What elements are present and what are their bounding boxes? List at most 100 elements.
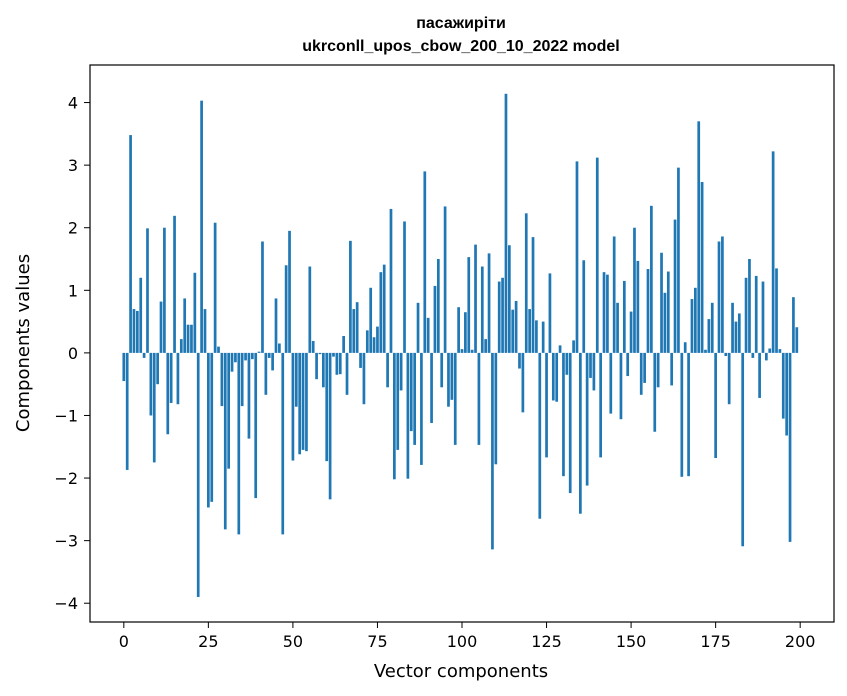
bar bbox=[792, 297, 795, 353]
bar bbox=[602, 272, 606, 353]
bar bbox=[213, 222, 217, 353]
bar bbox=[457, 307, 460, 353]
bar bbox=[646, 269, 650, 353]
bar bbox=[731, 302, 734, 353]
bar bbox=[565, 352, 569, 375]
bar bbox=[305, 352, 308, 452]
bar bbox=[234, 352, 237, 363]
x-tick-label: 50 bbox=[283, 632, 303, 651]
bar bbox=[639, 352, 643, 395]
bar bbox=[423, 171, 427, 353]
bar bbox=[663, 292, 667, 353]
bar bbox=[487, 253, 491, 353]
bar bbox=[179, 339, 183, 353]
bar bbox=[342, 335, 345, 353]
bar bbox=[403, 221, 406, 353]
bar bbox=[240, 352, 244, 407]
bar bbox=[484, 339, 488, 353]
bar bbox=[741, 352, 745, 547]
bar bbox=[149, 352, 153, 416]
bar bbox=[183, 298, 187, 353]
bar bbox=[612, 236, 616, 353]
bar bbox=[700, 182, 704, 353]
bar bbox=[626, 352, 630, 377]
bar bbox=[399, 352, 403, 391]
bar bbox=[156, 352, 159, 385]
x-tick-label: 100 bbox=[447, 632, 478, 651]
bar bbox=[125, 352, 129, 470]
bar bbox=[758, 352, 761, 398]
bar bbox=[504, 93, 508, 353]
bar bbox=[409, 352, 413, 432]
bar bbox=[210, 352, 214, 502]
bar bbox=[592, 352, 596, 391]
bar bbox=[464, 312, 467, 353]
bar bbox=[727, 352, 731, 405]
bar bbox=[480, 266, 484, 353]
bar bbox=[765, 352, 768, 361]
bar bbox=[710, 302, 714, 353]
bar bbox=[531, 237, 535, 353]
bar bbox=[579, 352, 582, 514]
bar bbox=[683, 342, 687, 353]
bar bbox=[247, 352, 251, 439]
x-tick-label: 0 bbox=[119, 632, 129, 651]
bar bbox=[196, 352, 200, 597]
bar bbox=[501, 277, 504, 353]
bar bbox=[609, 352, 613, 414]
bar bbox=[359, 352, 362, 368]
bar bbox=[379, 272, 383, 353]
bar bbox=[680, 352, 684, 477]
bar bbox=[139, 277, 143, 353]
bar bbox=[518, 352, 521, 369]
bar bbox=[575, 161, 579, 353]
bar bbox=[315, 352, 318, 380]
bar bbox=[528, 309, 531, 353]
bar bbox=[572, 340, 575, 353]
bar bbox=[227, 352, 231, 469]
bar bbox=[737, 313, 741, 353]
bar bbox=[433, 285, 437, 353]
bar bbox=[244, 352, 247, 361]
x-tick-label: 200 bbox=[785, 632, 816, 651]
chart-title: пасажирiти bbox=[416, 15, 506, 32]
bar bbox=[568, 352, 572, 494]
bar bbox=[166, 352, 170, 435]
bar bbox=[416, 302, 420, 353]
bar bbox=[163, 227, 166, 353]
bar bbox=[146, 228, 149, 353]
bar bbox=[541, 321, 545, 353]
plot-frame bbox=[89, 64, 835, 623]
bar bbox=[606, 274, 609, 353]
bar bbox=[169, 352, 173, 403]
bar bbox=[721, 236, 724, 353]
bar bbox=[349, 240, 352, 353]
bar bbox=[521, 352, 525, 413]
bar bbox=[386, 352, 389, 388]
bar bbox=[470, 349, 474, 353]
bar bbox=[477, 352, 481, 445]
bar bbox=[585, 352, 589, 486]
x-axis-label: Vector components bbox=[374, 661, 548, 682]
bar bbox=[670, 352, 674, 386]
bar bbox=[440, 352, 444, 388]
bar bbox=[558, 345, 562, 353]
bar bbox=[186, 324, 190, 353]
bar bbox=[443, 206, 447, 353]
bar bbox=[535, 320, 538, 353]
bar bbox=[382, 264, 386, 353]
bar bbox=[389, 208, 393, 353]
bar bbox=[778, 349, 782, 353]
bar bbox=[159, 301, 163, 353]
bar bbox=[633, 227, 636, 353]
bar bbox=[220, 352, 224, 407]
y-tick-label: −2 bbox=[54, 469, 78, 488]
bar bbox=[781, 352, 785, 419]
bar bbox=[453, 352, 457, 445]
bar bbox=[494, 352, 498, 465]
bar bbox=[223, 352, 227, 530]
bar bbox=[491, 352, 494, 550]
bar bbox=[751, 352, 755, 358]
bar bbox=[372, 337, 376, 353]
bar bbox=[754, 275, 758, 353]
